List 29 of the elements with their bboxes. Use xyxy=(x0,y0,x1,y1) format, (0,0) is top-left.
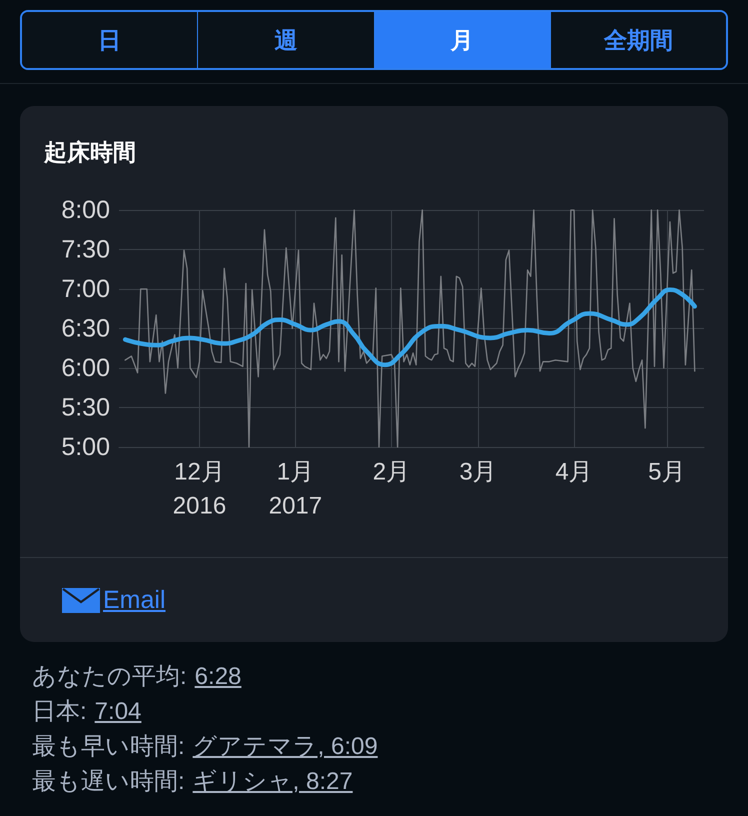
text: 6:28 xyxy=(194,663,242,690)
x-tick-label: 1月 2017 xyxy=(268,458,322,520)
chart-title: 起床時間 xyxy=(44,138,136,167)
tab: 週 xyxy=(197,12,374,68)
text: 7:04 xyxy=(94,698,142,725)
text: 最も早い時間: xyxy=(32,733,185,760)
line-series xyxy=(124,209,696,448)
line-series xyxy=(122,288,697,368)
text: あなたの平均: xyxy=(32,663,187,690)
y-tick-label: 6:00 xyxy=(61,354,110,382)
y-tick-label: 8:00 xyxy=(61,196,110,224)
text: 最も遅い時間: xyxy=(32,768,185,795)
text: ギリシャ, 8:27 xyxy=(192,768,353,795)
x-tick-label: 4月 xyxy=(555,458,593,486)
text: グアテマラ, 6:09 xyxy=(192,733,378,760)
x-tick-label: 2月 xyxy=(372,458,410,486)
text: Email xyxy=(103,586,166,614)
x-tick-label: 5月 xyxy=(648,458,686,486)
y-tick-label: 7:00 xyxy=(61,275,110,303)
x-tick-label: 3月 xyxy=(459,458,497,486)
x-tick-label: 12月 2016 xyxy=(172,458,226,520)
y-tick-label: 6:30 xyxy=(61,314,110,342)
tab: 全期間 xyxy=(550,12,726,68)
tab: 月 xyxy=(374,12,550,68)
y-tick-label: 5:30 xyxy=(61,394,110,422)
tab: 日 xyxy=(22,12,198,68)
y-tick-label: 7:30 xyxy=(61,236,110,264)
text: 日本: xyxy=(32,698,87,725)
y-tick-label: 5:00 xyxy=(61,433,110,461)
